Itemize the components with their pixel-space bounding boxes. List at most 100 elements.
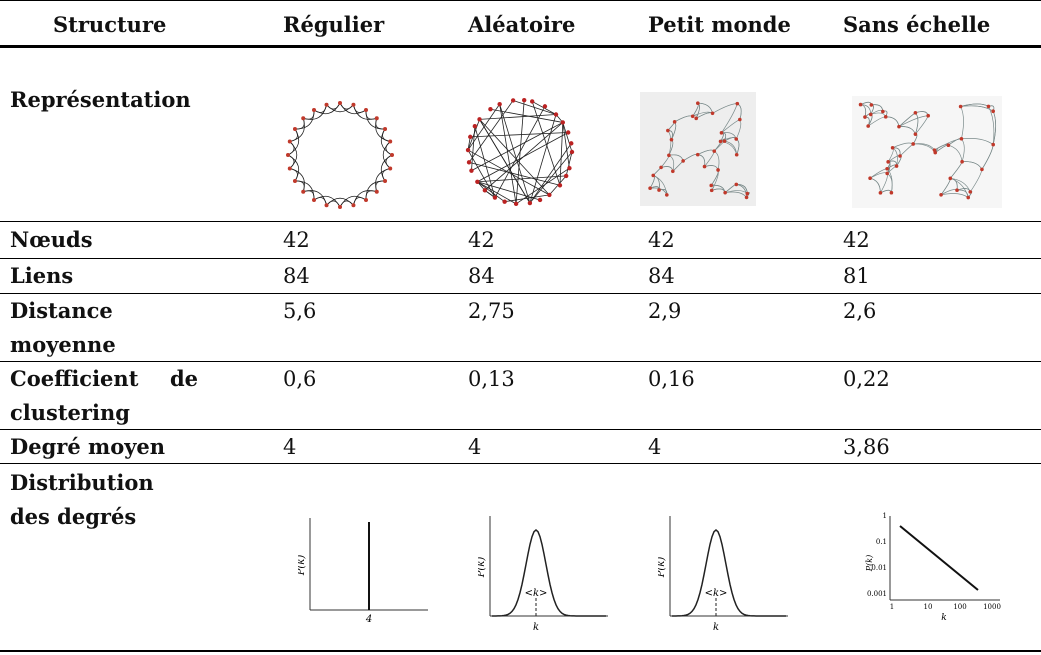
node bbox=[745, 196, 749, 200]
node bbox=[488, 107, 492, 111]
node bbox=[301, 116, 305, 120]
node bbox=[351, 203, 355, 207]
node bbox=[897, 125, 901, 129]
node bbox=[522, 98, 526, 102]
node bbox=[959, 105, 963, 109]
cell: 2,6 bbox=[843, 294, 876, 328]
edge bbox=[340, 201, 353, 207]
node bbox=[483, 188, 487, 192]
node bbox=[734, 137, 738, 141]
node bbox=[884, 115, 888, 119]
node bbox=[863, 115, 867, 119]
edge bbox=[383, 168, 391, 181]
x-axis-label: k bbox=[713, 622, 719, 633]
edge bbox=[470, 132, 568, 136]
node bbox=[869, 113, 873, 117]
y-tick-label: 0.1 bbox=[876, 538, 887, 546]
node bbox=[736, 102, 740, 106]
x-axis-label: k bbox=[533, 622, 539, 633]
x-tick-label: <k> bbox=[525, 588, 548, 599]
node bbox=[712, 149, 716, 153]
y-tick-label: 1 bbox=[883, 512, 887, 520]
node bbox=[293, 127, 297, 131]
y-tick-label: 0.001 bbox=[867, 590, 887, 598]
y-tick-label: 0.01 bbox=[871, 564, 887, 572]
y-axis-label: P(k) bbox=[478, 557, 487, 579]
edge bbox=[327, 103, 340, 109]
node bbox=[388, 166, 392, 170]
node bbox=[351, 103, 355, 107]
node bbox=[569, 141, 573, 145]
cell: 0,6 bbox=[283, 362, 316, 396]
cell: 4 bbox=[648, 430, 661, 464]
node bbox=[914, 132, 918, 136]
node bbox=[493, 195, 497, 199]
node bbox=[866, 124, 870, 128]
node bbox=[859, 103, 863, 107]
node bbox=[968, 190, 972, 194]
node bbox=[502, 199, 506, 203]
y-axis-label: P(k) bbox=[298, 555, 307, 577]
edge bbox=[290, 129, 298, 142]
node bbox=[469, 168, 473, 172]
cell: 81 bbox=[843, 259, 870, 293]
header-cell: Petit monde bbox=[648, 8, 791, 42]
row-label: Nœuds bbox=[10, 223, 210, 257]
node bbox=[651, 174, 655, 178]
row-rule bbox=[0, 463, 1041, 464]
node bbox=[477, 117, 481, 121]
row-label: Coefficient de clustering bbox=[10, 362, 198, 430]
node bbox=[467, 160, 471, 164]
regular-network bbox=[280, 95, 400, 215]
x-tick-label: 4 bbox=[365, 614, 372, 625]
top-rule bbox=[0, 0, 1041, 1]
node bbox=[694, 117, 698, 121]
node bbox=[543, 104, 547, 108]
edge bbox=[288, 155, 294, 168]
node bbox=[914, 111, 918, 115]
node bbox=[466, 148, 470, 152]
x-tick-label: 10 bbox=[924, 603, 933, 611]
node bbox=[710, 189, 714, 193]
cell: 2,75 bbox=[468, 294, 515, 328]
cell: 5,6 bbox=[283, 294, 316, 328]
node bbox=[711, 111, 715, 115]
node bbox=[497, 102, 501, 106]
node bbox=[709, 184, 713, 188]
node bbox=[696, 153, 700, 157]
node bbox=[955, 188, 959, 192]
node bbox=[939, 193, 943, 197]
cell: 84 bbox=[283, 259, 310, 293]
node bbox=[673, 120, 677, 124]
row-label: Distribution des degrés bbox=[10, 466, 180, 534]
node bbox=[566, 130, 570, 134]
edge bbox=[516, 100, 524, 204]
random-network bbox=[460, 92, 580, 212]
node bbox=[364, 198, 368, 202]
node bbox=[890, 191, 894, 195]
node bbox=[681, 159, 685, 163]
cell: 42 bbox=[468, 223, 495, 257]
node bbox=[288, 140, 292, 144]
degree-plot: P(k) 1 0.1 0.01 0.001 1 10 100 1000 k bbox=[860, 508, 1010, 636]
edge bbox=[480, 119, 550, 195]
edge bbox=[563, 122, 570, 168]
x-tick-label: 1000 bbox=[983, 603, 1001, 611]
node bbox=[898, 154, 902, 158]
node bbox=[719, 140, 723, 144]
cell: 42 bbox=[843, 223, 870, 257]
node bbox=[364, 108, 368, 112]
node bbox=[691, 114, 695, 118]
node bbox=[667, 154, 671, 158]
cell: 4 bbox=[283, 430, 296, 464]
node bbox=[375, 190, 379, 194]
edge bbox=[477, 182, 516, 204]
node bbox=[301, 190, 305, 194]
node bbox=[703, 165, 707, 169]
node bbox=[325, 103, 329, 107]
edge bbox=[386, 142, 392, 155]
cell: 0,16 bbox=[648, 362, 695, 396]
node bbox=[987, 105, 991, 109]
node bbox=[530, 99, 534, 103]
node bbox=[383, 127, 387, 131]
